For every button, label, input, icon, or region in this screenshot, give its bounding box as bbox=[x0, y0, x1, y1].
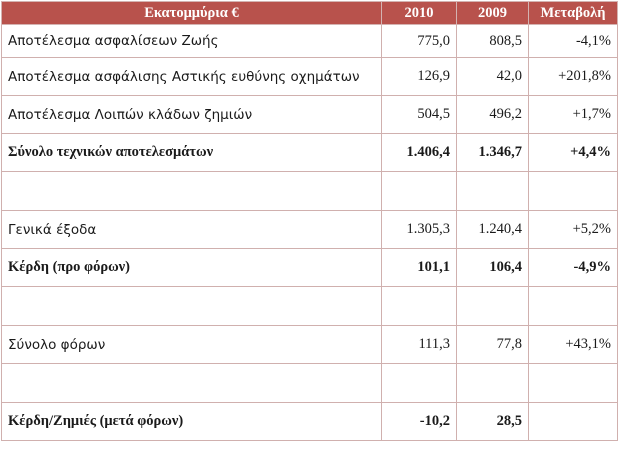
table-row: Αποτέλεσμα Λοιπών κλάδων ζημιών 504,5 496,… bbox=[1, 95, 618, 134]
table-row: Αποτέλεσμα ασφάλισης Αστικής ευθύνης οχη… bbox=[1, 57, 618, 96]
value-2010-cell bbox=[381, 286, 457, 326]
table-row: Γενικά έξοδα 1.305,3 1.240,4 +5,2% bbox=[1, 210, 618, 249]
change-cell: +4,4% bbox=[528, 133, 618, 172]
value-2010-cell: 504,5 bbox=[381, 95, 457, 134]
value-2010-cell: 101,1 bbox=[381, 248, 457, 287]
table-row: Σύνολο τεχνικών αποτελεσμάτων 1.406,4 1.34… bbox=[1, 133, 618, 172]
value-2010-cell: 775,0 bbox=[381, 24, 457, 58]
change-cell: +43,1% bbox=[528, 325, 618, 364]
spacer-row bbox=[1, 363, 618, 403]
value-2009-cell: 28,5 bbox=[456, 402, 529, 441]
value-2009-cell bbox=[456, 286, 529, 326]
row-label-cell bbox=[1, 363, 382, 403]
table-row: Σύνολο φόρων 111,3 77,8 +43,1% bbox=[1, 325, 618, 364]
value-2009-cell: 1.240,4 bbox=[456, 210, 529, 249]
header-change: Μεταβολή bbox=[528, 1, 618, 25]
value-2009-cell: 808,5 bbox=[456, 24, 529, 58]
header-row: Εκατομμύρια € 2010 2009 Μεταβολή bbox=[1, 1, 618, 25]
row-label-cell: Αποτέλεσμα ασφαλίσεων Ζωής bbox=[1, 24, 382, 58]
table-body: Αποτέλεσμα ασφαλίσεων Ζωής 775,0 808,5 -4,1… bbox=[1, 24, 618, 441]
row-label-cell bbox=[1, 171, 382, 211]
value-2009-cell: 106,4 bbox=[456, 248, 529, 287]
table-row: Κέρδη/Ζημιές (μετά φόρων) -10,2 28,5 bbox=[1, 402, 618, 441]
row-label-cell: Σύνολο φόρων bbox=[1, 325, 382, 364]
change-cell: +1,7% bbox=[528, 95, 618, 134]
value-2010-cell bbox=[381, 171, 457, 211]
value-2009-cell: 496,2 bbox=[456, 95, 529, 134]
row-label-cell: Σύνολο τεχνικών αποτελεσμάτων bbox=[1, 133, 382, 172]
value-2009-cell: 1.346,7 bbox=[456, 133, 529, 172]
value-2009-cell bbox=[456, 171, 529, 211]
row-label-cell: Αποτέλεσμα Λοιπών κλάδων ζημιών bbox=[1, 95, 382, 134]
value-2009-cell bbox=[456, 363, 529, 403]
change-cell bbox=[528, 363, 618, 403]
value-2010-cell: 126,9 bbox=[381, 57, 457, 96]
header-label-cell: Εκατομμύρια € bbox=[1, 1, 382, 25]
value-2009-cell: 42,0 bbox=[456, 57, 529, 96]
header-year-2009: 2009 bbox=[456, 1, 529, 25]
spacer-row bbox=[1, 171, 618, 211]
table-row: Κέρδη (προ φόρων) 101,1 106,4 -4,9% bbox=[1, 248, 618, 287]
financial-results-table: Εκατομμύρια € 2010 2009 Μεταβολή Αποτέλε… bbox=[1, 1, 618, 441]
row-label-cell: Αποτέλεσμα ασφάλισης Αστικής ευθύνης οχη… bbox=[1, 57, 382, 96]
spacer-row bbox=[1, 286, 618, 326]
change-cell bbox=[528, 171, 618, 211]
value-2010-cell: -10,2 bbox=[381, 402, 457, 441]
change-cell: +201,8% bbox=[528, 57, 618, 96]
row-label-cell: Γενικά έξοδα bbox=[1, 210, 382, 249]
row-label-cell: Κέρδη (προ φόρων) bbox=[1, 248, 382, 287]
value-2010-cell: 1.406,4 bbox=[381, 133, 457, 172]
value-2010-cell: 111,3 bbox=[381, 325, 457, 364]
table-row: Αποτέλεσμα ασφαλίσεων Ζωής 775,0 808,5 -4,1… bbox=[1, 24, 618, 58]
change-cell: +5,2% bbox=[528, 210, 618, 249]
row-label-cell: Κέρδη/Ζημιές (μετά φόρων) bbox=[1, 402, 382, 441]
header-year-2010: 2010 bbox=[381, 1, 457, 25]
change-cell: -4,1% bbox=[528, 24, 618, 58]
row-label-cell bbox=[1, 286, 382, 326]
value-2010-cell: 1.305,3 bbox=[381, 210, 457, 249]
change-cell: -4,9% bbox=[528, 248, 618, 287]
table-header: Εκατομμύρια € 2010 2009 Μεταβολή bbox=[1, 1, 618, 25]
change-cell bbox=[528, 402, 618, 441]
value-2009-cell: 77,8 bbox=[456, 325, 529, 364]
change-cell bbox=[528, 286, 618, 326]
value-2010-cell bbox=[381, 363, 457, 403]
